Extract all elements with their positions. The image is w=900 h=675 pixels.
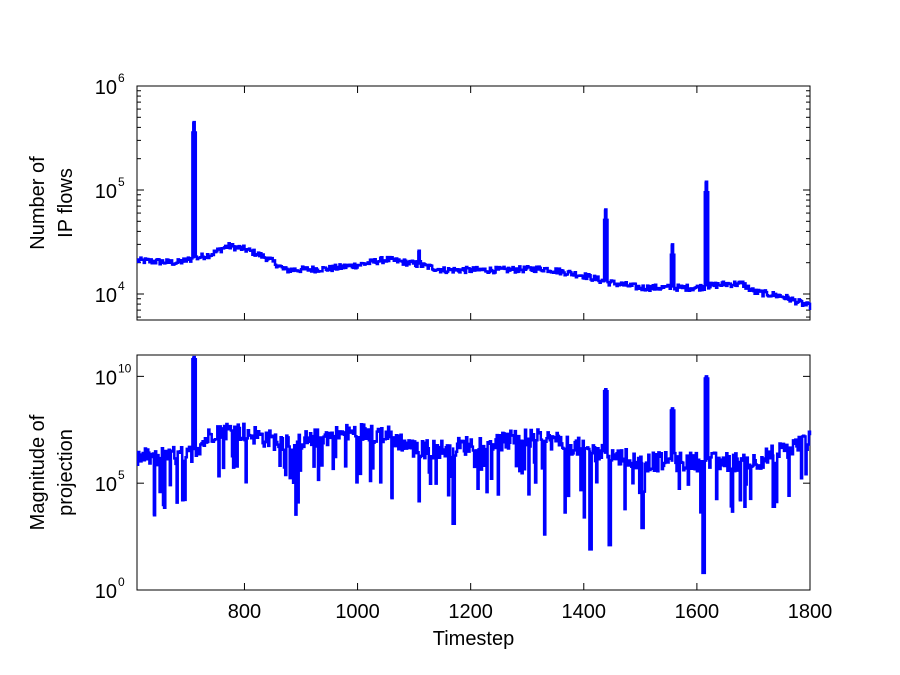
plot-area-frame — [136, 354, 811, 591]
plot-area-frame — [136, 85, 811, 321]
y-tick-exponent: 4 — [118, 279, 125, 293]
series-line — [136, 120, 812, 310]
x-axis-label: Timestep — [433, 628, 515, 650]
y-tick-exponent: 0 — [118, 575, 125, 589]
y-axis-label-line: IP flows — [55, 168, 77, 238]
x-tick-label: 1200 — [448, 601, 493, 623]
x-tick-label: 1600 — [675, 601, 720, 623]
y-tick-label: 10 — [95, 181, 117, 203]
y-axis-label-line: Number of — [27, 156, 49, 250]
y-tick-label: 10 — [95, 285, 117, 307]
y-tick-label: 10 — [95, 581, 117, 603]
y-tick-exponent: 5 — [118, 468, 125, 482]
y-tick-label: 10 — [95, 367, 117, 389]
x-tick-label: 1800 — [788, 601, 833, 623]
series-line — [136, 355, 812, 575]
x-tick-label: 800 — [228, 601, 261, 623]
y-tick-label: 10 — [95, 474, 117, 496]
y-tick-exponent: 6 — [118, 71, 125, 85]
y-tick-exponent: 5 — [118, 175, 125, 189]
x-tick-label: 1000 — [335, 601, 380, 623]
y-tick-exponent: 10 — [118, 361, 132, 375]
x-tick-label: 1400 — [562, 601, 607, 623]
y-axis-label-line: projection — [55, 429, 77, 516]
y-axis-label-line: Magnitude of — [27, 414, 49, 530]
y-tick-label: 10 — [95, 77, 117, 99]
